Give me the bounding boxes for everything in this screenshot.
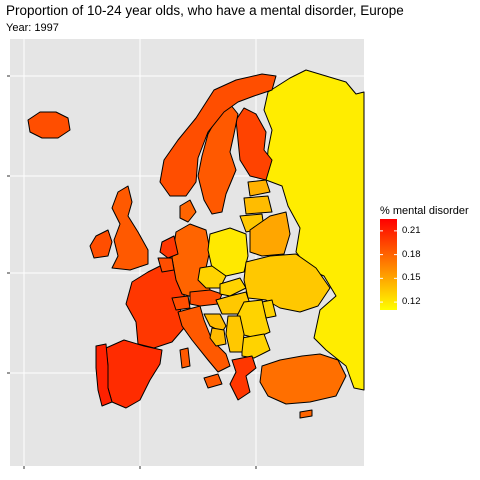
legend-tick-marks	[380, 230, 397, 303]
legend-colorbar	[380, 219, 397, 310]
region-italy	[177, 305, 231, 373]
region-turkey	[259, 353, 347, 405]
region-croatia	[203, 313, 227, 333]
region-sardinia	[179, 347, 191, 369]
axis-ticks	[7, 75, 257, 469]
legend-tick-label: 0.15	[402, 272, 421, 284]
region-bosnia	[209, 327, 227, 347]
legend-title: % mental disorder	[380, 205, 469, 217]
region-iceland	[27, 111, 71, 139]
region-belarus	[249, 211, 291, 257]
legend-tick-label: 0.18	[402, 248, 421, 260]
region-cyprus	[299, 409, 313, 419]
region-uk	[111, 185, 149, 271]
region-belgium	[157, 257, 175, 273]
region-portugal	[95, 343, 113, 407]
region-serbia	[225, 315, 245, 353]
region-norway	[159, 73, 277, 197]
region-greece	[229, 355, 257, 401]
region-netherlands	[159, 235, 179, 259]
map-title: Proportion of 10-24 year olds, who have …	[6, 3, 404, 18]
legend-tick-label: 0.21	[402, 224, 421, 236]
region-slovakia	[219, 277, 247, 297]
region-finland	[235, 107, 273, 181]
region-ireland	[89, 229, 113, 259]
map-subtitle: Year: 1997	[6, 22, 59, 34]
region-estonia	[247, 179, 271, 197]
region-switzerland	[171, 295, 191, 311]
region-latvia	[243, 195, 273, 215]
region-ukraine	[243, 253, 331, 313]
region-poland	[207, 227, 249, 277]
region-sicily	[203, 373, 223, 389]
region-sweden	[197, 103, 239, 215]
region-bulgaria	[241, 333, 271, 359]
region-denmark	[179, 199, 197, 223]
legend-tick-label: 0.12	[402, 296, 421, 308]
